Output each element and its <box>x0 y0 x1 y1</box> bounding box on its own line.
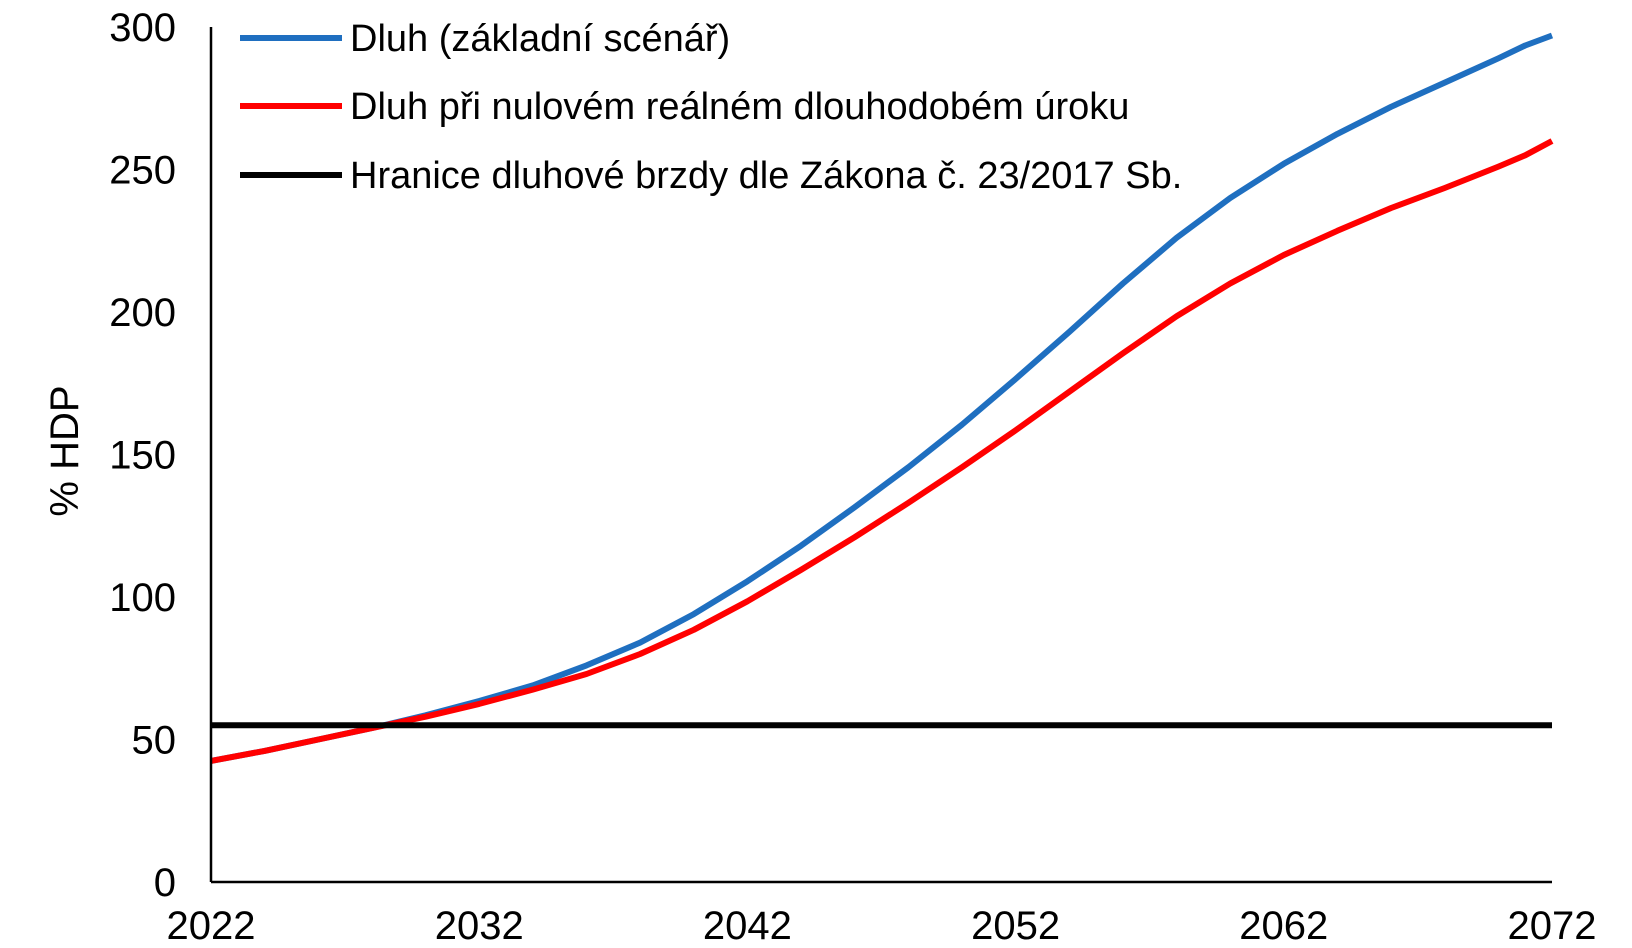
y-tick-labels: 0 50 100 150 200 250 300 <box>109 6 176 905</box>
y-tick-label: 200 <box>109 291 176 335</box>
legend-label-2: Hranice dluhové brzdy dle Zákona č. 23/2… <box>350 155 1182 197</box>
x-tick-labels: 2022 2032 2042 2052 2062 2072 <box>167 904 1597 948</box>
legend-label-0: Dluh (základní scénář) <box>350 18 730 60</box>
x-tick-label: 2022 <box>167 904 256 948</box>
y-tick-label: 300 <box>109 6 176 50</box>
x-tick-label: 2042 <box>703 904 792 948</box>
series-line-1 <box>210 138 1554 764</box>
series-line-0 <box>210 32 1554 764</box>
y-axis-label: % HDP <box>43 385 87 516</box>
y-tick-label: 100 <box>109 576 176 620</box>
x-tick-label: 2032 <box>435 904 524 948</box>
y-tick-label: 0 <box>154 861 176 905</box>
plot-lines <box>210 32 1554 764</box>
y-tick-label: 50 <box>132 719 177 763</box>
y-tick-label: 250 <box>109 149 176 193</box>
legend-label-1: Dluh při nulovém reálném dlouhodobém úro… <box>350 86 1129 128</box>
legend: Dluh (základní scénář) Dluh při nulovém r… <box>240 18 1182 197</box>
axes <box>209 27 1552 884</box>
x-tick-label: 2072 <box>1508 904 1597 948</box>
x-tick-label: 2052 <box>971 904 1060 948</box>
x-tick-label: 2062 <box>1239 904 1328 948</box>
y-tick-label: 150 <box>109 434 176 478</box>
